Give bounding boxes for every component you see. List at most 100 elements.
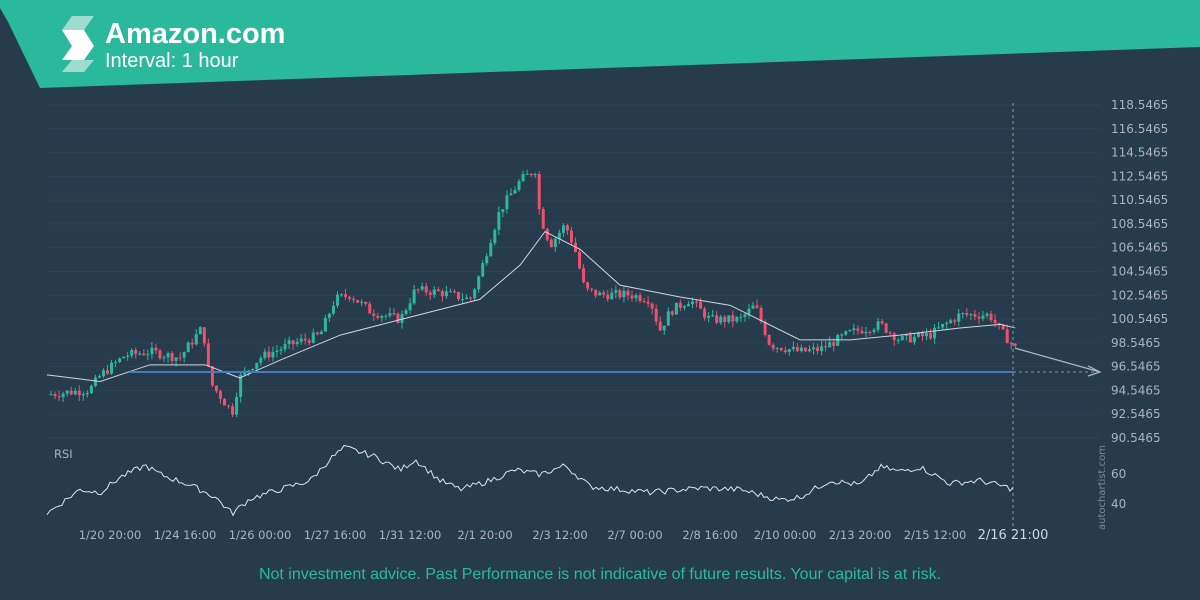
candle-body xyxy=(876,321,880,330)
candle-body xyxy=(977,316,981,319)
candle-body xyxy=(356,299,360,303)
candle-body xyxy=(509,193,513,196)
candle-body xyxy=(218,391,222,400)
candle-body xyxy=(271,352,275,358)
candle-body xyxy=(126,355,130,357)
candle-body xyxy=(912,336,916,343)
candle-body xyxy=(989,313,993,320)
candle-body xyxy=(348,296,352,299)
candle-body xyxy=(440,291,444,297)
candle-body xyxy=(275,350,279,353)
candle-body xyxy=(202,327,206,344)
candle-body xyxy=(384,315,388,317)
candle-body xyxy=(255,362,259,369)
candle-body xyxy=(247,370,251,372)
candle-body xyxy=(178,357,182,359)
candle-body xyxy=(864,331,868,334)
candle-body xyxy=(106,370,110,374)
candle-body xyxy=(118,358,122,363)
candle-body xyxy=(251,368,255,371)
header-banner xyxy=(0,0,1200,88)
x-tick-label: 2/15 12:00 xyxy=(904,528,967,542)
candle-body xyxy=(832,342,836,346)
candle-body xyxy=(352,298,356,300)
candle-body xyxy=(267,351,271,358)
candle-body xyxy=(557,232,561,239)
candle-body xyxy=(525,173,529,175)
candle-body xyxy=(642,300,646,302)
candle-body xyxy=(703,308,707,318)
candle-body xyxy=(436,289,440,292)
candle-body xyxy=(650,303,654,309)
candle-body xyxy=(606,294,610,300)
candle-body xyxy=(485,256,489,264)
candle-body xyxy=(110,362,114,374)
candle-body xyxy=(360,301,364,303)
x-tick-label: 1/26 00:00 xyxy=(229,528,292,542)
candle-body xyxy=(291,340,295,345)
candle-body xyxy=(194,334,198,345)
y-tick-label: 102.5465 xyxy=(1111,288,1168,302)
candle-body xyxy=(444,291,448,297)
candle-body xyxy=(186,342,190,353)
candle-body xyxy=(263,351,267,358)
candle-body xyxy=(739,316,743,318)
candle-body xyxy=(545,228,549,240)
candle-body xyxy=(372,313,376,316)
candle-body xyxy=(388,313,392,316)
candle-body xyxy=(1013,343,1017,346)
candle-body xyxy=(618,290,622,298)
candle-body xyxy=(969,314,973,316)
candle-body xyxy=(307,340,311,343)
candle-body xyxy=(578,251,582,269)
candle-body xyxy=(686,304,690,307)
candle-body xyxy=(303,338,307,341)
y-tick-label: 104.5465 xyxy=(1111,265,1168,279)
candle-body xyxy=(872,329,876,332)
candle-body xyxy=(97,376,101,378)
candle-body xyxy=(961,313,965,315)
candle-body xyxy=(924,333,928,337)
candle-body xyxy=(231,406,235,415)
candle-body xyxy=(929,333,933,339)
candle-body xyxy=(392,313,396,315)
x-tick-label: 2/16 21:00 xyxy=(978,528,1049,543)
candle-body xyxy=(569,230,573,243)
candle-body xyxy=(364,301,368,304)
candle-body xyxy=(707,315,711,318)
candle-body xyxy=(279,349,283,351)
candle-body xyxy=(622,290,626,298)
rsi-label: RSI xyxy=(54,447,73,461)
candle-body xyxy=(783,350,787,353)
candle-body xyxy=(198,327,202,335)
candle-body xyxy=(791,346,795,350)
candle-body xyxy=(315,332,319,335)
candle-body xyxy=(461,299,465,301)
candle-body xyxy=(795,346,799,352)
candle-body xyxy=(916,332,920,337)
candle-body xyxy=(816,347,820,352)
candle-body xyxy=(89,385,93,394)
rsi-tick: 40 xyxy=(1111,497,1126,511)
candle-body xyxy=(214,385,218,392)
candle-body xyxy=(432,289,436,295)
candle-body xyxy=(327,313,331,318)
candle-body xyxy=(190,342,194,345)
y-tick-label: 118.5465 xyxy=(1111,98,1168,112)
logo-icon xyxy=(62,16,94,72)
candle-body xyxy=(416,289,420,291)
candle-body xyxy=(1005,329,1009,344)
candle-body xyxy=(505,195,509,210)
candle-body xyxy=(590,288,594,290)
candle-body xyxy=(820,346,824,352)
candle-body xyxy=(735,317,739,322)
candle-body xyxy=(549,239,553,247)
candle-body xyxy=(259,357,263,363)
candle-body xyxy=(997,322,1001,325)
candle-body xyxy=(493,229,497,244)
candle-body xyxy=(101,370,105,377)
candle-body xyxy=(420,286,424,290)
candle-body xyxy=(626,290,630,296)
instrument-title: Amazon.com xyxy=(105,18,286,50)
candle-body xyxy=(856,328,860,331)
